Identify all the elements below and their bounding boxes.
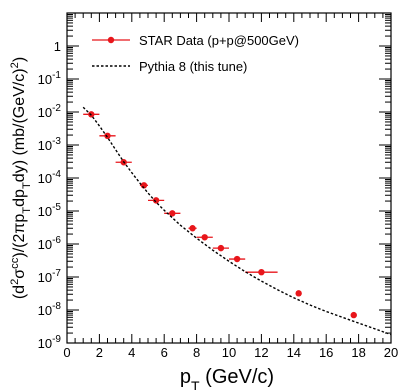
y-axis-title: (d2σcc)/(2πpTdpTdy) (mb/(GeV/c)2) <box>9 57 33 299</box>
y-tick-label: 10-2 <box>38 103 62 120</box>
x-tick-label: 0 <box>63 345 70 360</box>
data-point <box>148 197 165 204</box>
data-point <box>229 255 246 263</box>
legend: STAR Data (p+p@500GeV) Pythia 8 (this tun… <box>92 33 299 74</box>
data-point <box>99 132 116 140</box>
y-tick-base: 10 <box>38 237 52 252</box>
y-tick-label: 10-3 <box>38 136 62 153</box>
x-tick-label: 20 <box>384 345 398 360</box>
y-axis-title-part: 2 <box>9 279 21 285</box>
x-axis-title-sub: T <box>191 378 200 390</box>
x-axis-title-unit: (GeV/c) <box>200 366 274 388</box>
data-point <box>295 290 302 297</box>
y-tick-base: 10 <box>38 303 52 318</box>
y-axis-title-part: σ <box>11 269 28 279</box>
y-tick-label: 10-1 <box>38 70 62 87</box>
y-tick-label: 10-4 <box>38 169 62 186</box>
y-tick-label: 10-8 <box>38 301 62 318</box>
x-tick-label: 10 <box>222 345 236 360</box>
y-tick-base: 10 <box>38 270 52 285</box>
y-tick-base: 10 <box>38 72 52 87</box>
y-tick-exponent: -8 <box>52 301 61 312</box>
data-marker <box>258 268 265 276</box>
data-marker <box>233 255 241 263</box>
data-marker <box>201 234 208 241</box>
y-axis-title-part: cc <box>9 257 21 269</box>
legend-marker-swatch <box>107 36 115 44</box>
y-tick-base: 10 <box>38 105 52 120</box>
y-axis-title-part: dy) (mb/(GeV/c) <box>11 68 28 182</box>
axis-labels: pT (GeV/c)(d2σcc)/(2πpTdpTdy) (mb/(GeV/c… <box>9 57 274 390</box>
y-tick-exponent: -5 <box>52 202 61 213</box>
x-axis-title: pT (GeV/c) <box>180 366 274 390</box>
axes: 0 2 4 6 8 10 12 14 16 18 20110-110-210-310-410-510… <box>38 12 398 360</box>
x-tick-label: 16 <box>319 345 333 360</box>
data-point <box>188 225 197 232</box>
y-tick-label: 10-6 <box>38 235 62 252</box>
pythia-curve <box>82 106 392 336</box>
data-marker <box>350 311 357 319</box>
y-tick-label: 10-7 <box>38 268 62 285</box>
data-point <box>245 268 278 276</box>
y-tick-base: 10 <box>38 138 52 153</box>
legend-label: Pythia 8 (this tune) <box>139 59 247 74</box>
x-tick-label: 6 <box>161 345 168 360</box>
x-tick-label: 14 <box>287 345 301 360</box>
y-tick-exponent: -1 <box>52 70 61 81</box>
y-tick-base: 10 <box>38 171 52 186</box>
legend-label: STAR Data (p+p@500GeV) <box>139 33 299 48</box>
legend-entry: Pythia 8 (this tune) <box>92 59 247 74</box>
x-tick-label: 12 <box>254 345 268 360</box>
x-tick-label: 2 <box>96 345 103 360</box>
data-marker <box>169 210 176 217</box>
y-tick-label: 10-5 <box>38 202 62 219</box>
x-tick-label: 4 <box>128 345 135 360</box>
data-marker <box>295 290 302 297</box>
y-axis-title-part: ) <box>11 57 28 62</box>
legend-entry: STAR Data (p+p@500GeV) <box>92 33 299 48</box>
y-tick-label: 1 <box>54 39 61 54</box>
y-axis-title-part: T <box>21 182 33 189</box>
y-axis-title-part: (d <box>11 285 28 299</box>
y-axis-title-part: dp <box>11 189 28 207</box>
y-tick-exponent: -4 <box>52 169 61 180</box>
data-point <box>350 311 357 319</box>
x-axis-title-main: p <box>180 366 191 388</box>
y-tick-label: 10-9 <box>38 334 62 351</box>
y-tick-base: 10 <box>38 204 52 219</box>
y-axis-title-part: )/(2πp <box>11 214 28 258</box>
data-marker <box>152 197 160 204</box>
y-axis-title-part: 2 <box>9 62 21 68</box>
y-tick-exponent: -6 <box>52 235 61 246</box>
data-marker <box>104 132 111 140</box>
y-axis-title-part: T <box>21 207 33 214</box>
x-tick-label: 8 <box>193 345 200 360</box>
y-tick-exponent: -3 <box>52 136 61 147</box>
data-point <box>212 244 229 252</box>
y-tick-exponent: -9 <box>52 334 61 345</box>
data-point <box>196 234 213 241</box>
data-marker <box>217 244 225 252</box>
y-tick-exponent: -2 <box>52 103 61 114</box>
x-tick-label: 18 <box>351 345 365 360</box>
series-layer <box>82 106 392 336</box>
y-tick-base: 10 <box>38 336 52 351</box>
y-tick-exponent: -7 <box>52 268 61 279</box>
y-tick-base: 1 <box>54 39 61 54</box>
data-marker <box>189 225 196 232</box>
